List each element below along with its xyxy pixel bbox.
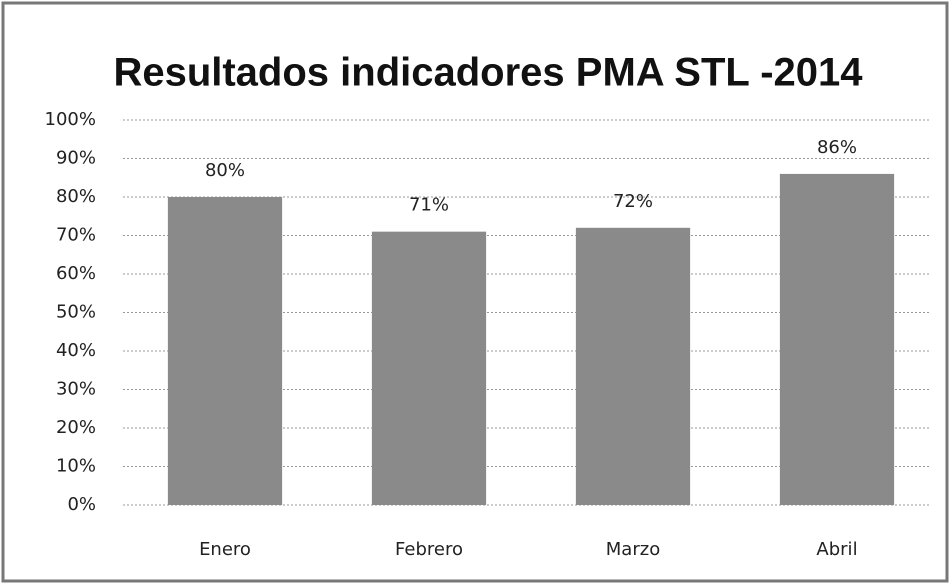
y-tick-label: 70% [56, 225, 96, 246]
value-label: 71% [409, 195, 449, 216]
value-label: 80% [205, 160, 245, 181]
x-tick-label: Febrero [395, 539, 463, 560]
y-tick-label: 80% [56, 186, 96, 207]
y-tick-label: 50% [56, 302, 96, 323]
x-tick-label: Abril [816, 539, 857, 560]
y-tick-label: 100% [45, 109, 96, 130]
y-tick-label: 20% [56, 417, 96, 438]
y-tick-label: 60% [56, 263, 96, 284]
bar [575, 227, 691, 506]
bar [779, 173, 895, 505]
y-tick-label: 40% [56, 340, 96, 361]
y-tick-label: 90% [56, 148, 96, 169]
x-tick-label: Enero [199, 539, 251, 560]
value-label: 72% [613, 191, 653, 212]
value-label: 86% [817, 137, 857, 158]
bar [371, 231, 487, 505]
chart-title: Resultados indicadores PMA STL -2014 [113, 51, 863, 95]
bar [167, 197, 283, 505]
x-tick-label: Marzo [606, 539, 660, 560]
y-tick-label: 30% [56, 379, 96, 400]
y-tick-label: 10% [56, 456, 96, 477]
y-tick-label: 0% [67, 494, 96, 515]
